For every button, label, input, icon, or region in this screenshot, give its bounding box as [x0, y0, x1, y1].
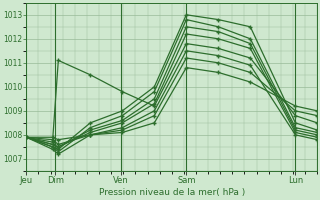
X-axis label: Pression niveau de la mer( hPa ): Pression niveau de la mer( hPa ): [99, 188, 245, 197]
